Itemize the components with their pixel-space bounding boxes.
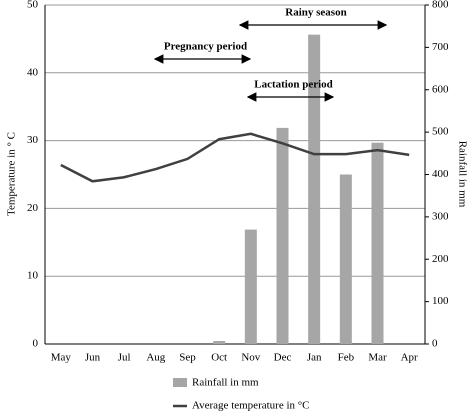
y2-tick-label: 0 <box>432 338 438 350</box>
legend-label: Average temperature in °C <box>192 400 310 411</box>
y2-tick-label: 300 <box>432 210 449 222</box>
y-tick-label: 40 <box>27 66 39 78</box>
x-tick-label: Oct <box>211 352 227 364</box>
x-tick-label: Jan <box>307 352 322 364</box>
x-tick-label: Mar <box>368 352 387 364</box>
y-tick-label: 20 <box>27 202 39 214</box>
x-tick-label: Sep <box>179 352 196 364</box>
x-tick-label: Jun <box>85 352 101 364</box>
y2-tick-label: 800 <box>432 0 449 11</box>
x-tick-label: Apr <box>401 352 418 364</box>
bar <box>213 341 226 344</box>
y2-tick-label: 700 <box>432 41 449 53</box>
bar <box>308 34 321 344</box>
y2-tick-label: 600 <box>432 83 449 95</box>
x-tick-label: Feb <box>338 352 355 364</box>
y-tick-label: 10 <box>27 270 39 282</box>
bar <box>244 229 257 344</box>
x-tick-label: Dec <box>274 352 292 364</box>
x-tick-label: Jul <box>118 352 131 364</box>
y-tick-label: 0 <box>33 338 39 350</box>
bar <box>339 174 352 344</box>
annotation: Lactation period <box>254 79 333 91</box>
y-axis-title: Temperature in ° C <box>6 132 18 216</box>
y2-axis-title: Rainfall in mm <box>456 141 468 208</box>
annotation: Pregnancy period <box>164 41 247 53</box>
y2-tick-label: 400 <box>432 168 449 180</box>
annotation: Rainy season <box>285 7 346 19</box>
bar <box>371 142 384 344</box>
y2-tick-label: 100 <box>432 295 449 307</box>
y-tick-label: 50 <box>27 0 39 11</box>
legend-swatch <box>173 378 187 387</box>
line <box>60 132 410 183</box>
x-tick-label: Nov <box>241 352 260 364</box>
y-tick-label: 30 <box>27 134 39 146</box>
legend-label: Rainfall in mm <box>192 377 259 389</box>
x-tick-label: May <box>51 352 72 364</box>
x-tick-label: Aug <box>146 352 165 364</box>
bar <box>276 127 289 344</box>
y2-tick-label: 500 <box>432 126 449 138</box>
y2-tick-label: 200 <box>432 253 449 265</box>
